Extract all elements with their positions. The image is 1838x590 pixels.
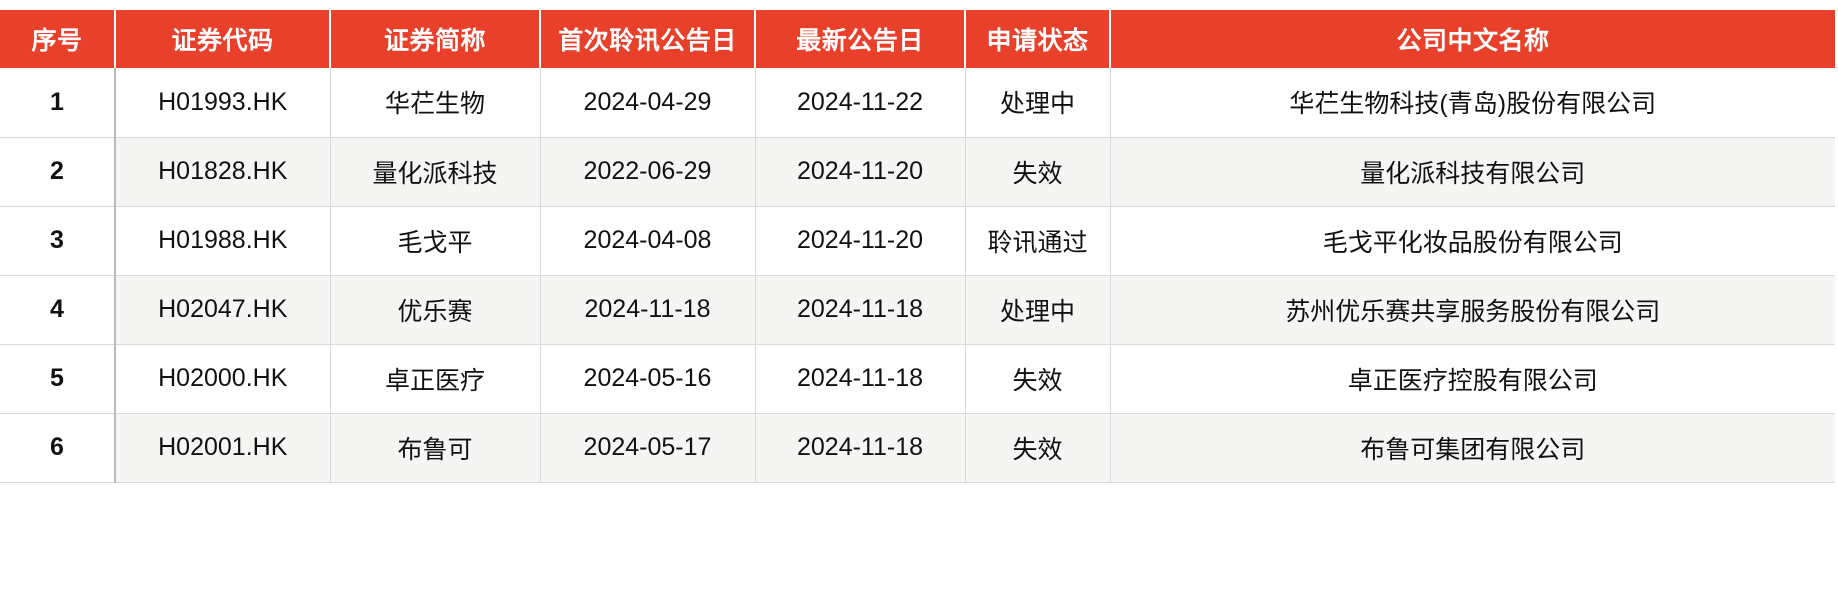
- cell-company-name: 华芢生物科技(青岛)股份有限公司: [1110, 68, 1835, 138]
- table-row: 6 H02001.HK 布鲁可 2024-05-17 2024-11-18 失效…: [0, 413, 1835, 483]
- cell-status: 处理中: [965, 275, 1111, 345]
- cell-code: H01828.HK: [115, 137, 331, 207]
- cell-index: 6: [0, 413, 116, 483]
- listing-table-container: 序号 证券代码 证券简称 首次聆讯公告日 最新公告日 申请状态 公司中文名称 1…: [0, 10, 1835, 483]
- table-row: 4 H02047.HK 优乐赛 2024-11-18 2024-11-18 处理…: [0, 275, 1835, 345]
- table-body: 1 H01993.HK 华芢生物 2024-04-29 2024-11-22 处…: [0, 68, 1835, 483]
- cell-short-name: 卓正医疗: [330, 344, 541, 414]
- column-header-code: 证券代码: [115, 10, 331, 68]
- column-header-status: 申请状态: [965, 10, 1111, 68]
- cell-index: 2: [0, 137, 116, 207]
- cell-index: 3: [0, 206, 116, 276]
- cell-company-name: 布鲁可集团有限公司: [1110, 413, 1835, 483]
- cell-status: 失效: [965, 137, 1111, 207]
- cell-latest-date: 2024-11-20: [755, 206, 966, 276]
- table-header-row: 序号 证券代码 证券简称 首次聆讯公告日 最新公告日 申请状态 公司中文名称: [0, 10, 1835, 68]
- cell-company-name: 量化派科技有限公司: [1110, 137, 1835, 207]
- cell-code: H01988.HK: [115, 206, 331, 276]
- cell-short-name: 优乐赛: [330, 275, 541, 345]
- cell-code: H02047.HK: [115, 275, 331, 345]
- hk-ipo-listing-table: 序号 证券代码 证券简称 首次聆讯公告日 最新公告日 申请状态 公司中文名称 1…: [0, 10, 1835, 483]
- cell-latest-date: 2024-11-18: [755, 344, 966, 414]
- cell-company-name: 卓正医疗控股有限公司: [1110, 344, 1835, 414]
- column-header-first-hearing-date: 首次聆讯公告日: [540, 10, 756, 68]
- cell-short-name: 量化派科技: [330, 137, 541, 207]
- cell-index: 1: [0, 68, 116, 138]
- cell-status: 聆讯通过: [965, 206, 1111, 276]
- table-row: 2 H01828.HK 量化派科技 2022-06-29 2024-11-20 …: [0, 137, 1835, 207]
- cell-first-hearing-date: 2024-04-29: [540, 68, 756, 138]
- column-header-latest-date: 最新公告日: [755, 10, 966, 68]
- cell-short-name: 布鲁可: [330, 413, 541, 483]
- cell-first-hearing-date: 2024-05-17: [540, 413, 756, 483]
- cell-code: H01993.HK: [115, 68, 331, 138]
- cell-code: H02001.HK: [115, 413, 331, 483]
- cell-short-name: 华芢生物: [330, 68, 541, 138]
- column-header-short-name: 证券简称: [330, 10, 541, 68]
- table-row: 5 H02000.HK 卓正医疗 2024-05-16 2024-11-18 失…: [0, 344, 1835, 414]
- cell-latest-date: 2024-11-20: [755, 137, 966, 207]
- cell-status: 失效: [965, 344, 1111, 414]
- cell-latest-date: 2024-11-18: [755, 275, 966, 345]
- cell-first-hearing-date: 2024-04-08: [540, 206, 756, 276]
- cell-short-name: 毛戈平: [330, 206, 541, 276]
- cell-first-hearing-date: 2022-06-29: [540, 137, 756, 207]
- table-row: 3 H01988.HK 毛戈平 2024-04-08 2024-11-20 聆讯…: [0, 206, 1835, 276]
- cell-status: 失效: [965, 413, 1111, 483]
- cell-latest-date: 2024-11-18: [755, 413, 966, 483]
- cell-latest-date: 2024-11-22: [755, 68, 966, 138]
- cell-index: 4: [0, 275, 116, 345]
- cell-company-name: 苏州优乐赛共享服务股份有限公司: [1110, 275, 1835, 345]
- column-header-company-name: 公司中文名称: [1110, 10, 1835, 68]
- cell-code: H02000.HK: [115, 344, 331, 414]
- table-header: 序号 证券代码 证券简称 首次聆讯公告日 最新公告日 申请状态 公司中文名称: [0, 10, 1835, 68]
- cell-index: 5: [0, 344, 116, 414]
- cell-first-hearing-date: 2024-05-16: [540, 344, 756, 414]
- column-header-index: 序号: [0, 10, 116, 68]
- cell-company-name: 毛戈平化妆品股份有限公司: [1110, 206, 1835, 276]
- table-row: 1 H01993.HK 华芢生物 2024-04-29 2024-11-22 处…: [0, 68, 1835, 138]
- cell-first-hearing-date: 2024-11-18: [540, 275, 756, 345]
- cell-status: 处理中: [965, 68, 1111, 138]
